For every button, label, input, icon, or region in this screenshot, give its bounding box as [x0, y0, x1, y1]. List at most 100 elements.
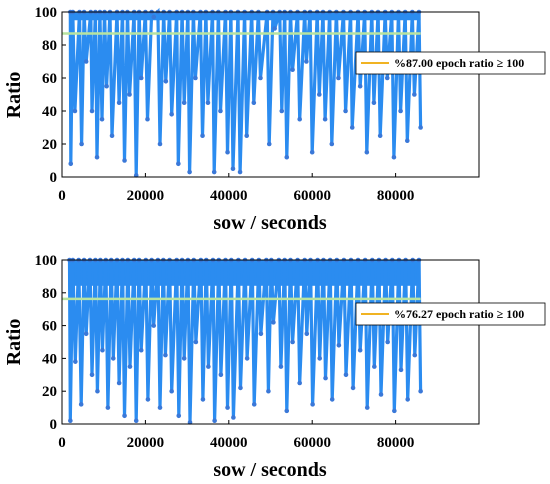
bottom-data-point	[336, 342, 342, 348]
bottom-data-point	[329, 397, 335, 402]
bottom-y-axis-label: Ratio	[3, 319, 25, 366]
bottom-data-point	[398, 367, 404, 373]
bottom-legend-label: %76.27 epoch ratio ≥ 100	[394, 307, 524, 321]
top-y-ticks: 0 20 40 60 80 100	[35, 5, 66, 186]
top-data-point	[169, 112, 174, 117]
top-data-point	[322, 116, 328, 122]
bottom-data-point	[323, 375, 328, 381]
top-x-tick-label: 80000	[377, 188, 415, 204]
top-x-tick-label: 60000	[293, 188, 331, 204]
bottom-data-point	[258, 331, 264, 337]
top-data-point	[94, 154, 100, 160]
top-data-point	[391, 154, 397, 160]
top-data-point	[225, 149, 230, 155]
top-data-point	[357, 83, 363, 89]
top-data-point	[371, 100, 377, 106]
bottom-legend-box	[355, 302, 546, 326]
bottom-data-point	[145, 397, 151, 402]
bottom-data-point	[218, 372, 224, 378]
top-data-point	[104, 83, 109, 89]
bottom-data-point	[284, 408, 290, 414]
bottom-data-point	[412, 352, 418, 358]
bottom-data-point	[392, 408, 397, 414]
bottom-data-point	[238, 385, 243, 391]
bottom-x-ticks: 0 20000 40000 60000 80000	[58, 420, 414, 451]
bottom-data-point	[310, 402, 315, 407]
bottom-data-point	[116, 380, 122, 386]
bottom-data-point	[212, 418, 217, 424]
bottom-x-tick-label: 80000	[377, 435, 415, 451]
top-data-point	[251, 100, 257, 106]
bottom-x-tick-label: 20000	[127, 435, 165, 451]
top-data-point	[163, 79, 169, 84]
bottom-data-point	[364, 405, 370, 410]
bottom-data-point	[181, 356, 187, 361]
top-data-point	[151, 14, 157, 20]
top-data-point	[79, 141, 84, 147]
bottom-data-point	[372, 364, 377, 369]
top-data-point	[138, 75, 144, 81]
bottom-legend: %76.27 epoch ratio ≥ 100	[355, 302, 546, 326]
top-data-point	[237, 169, 243, 175]
top-data-point	[211, 169, 217, 175]
top-data-point	[187, 169, 192, 175]
top-data-point	[72, 108, 78, 114]
bottom-y-tick-label: 100	[35, 253, 58, 269]
bottom-x-tick-label: 0	[58, 435, 66, 451]
top-x-tick-label: 40000	[210, 188, 248, 204]
bottom-data-point	[206, 364, 211, 369]
top-x-axis-label: sow / seconds	[213, 212, 327, 234]
top-data-point	[343, 108, 348, 114]
bottom-y-tick-label: 20	[42, 384, 57, 400]
top-data-point	[279, 108, 285, 114]
top-data-point	[99, 116, 105, 122]
top-data-point	[384, 75, 390, 81]
top-x-ticks: 0 20000 40000 60000 80000	[58, 173, 414, 204]
bottom-data-point	[89, 372, 95, 378]
top-data-point	[193, 75, 198, 81]
top-data-point	[377, 133, 383, 139]
top-data-point	[316, 92, 322, 97]
top-series-line	[68, 7, 423, 176]
top-data-point	[418, 125, 423, 130]
bottom-data-point	[100, 347, 105, 353]
top-x-tick-label: 0	[58, 188, 66, 204]
bottom-data-marks	[67, 257, 423, 425]
bottom-data-point	[105, 405, 111, 410]
top-data-point	[109, 133, 115, 139]
bottom-y-tick-label: 80	[42, 286, 57, 302]
bottom-chart: 0 20000 40000 60000 80000 0 20 40 60 80 100 sow /…	[3, 253, 546, 481]
bottom-data-point	[378, 392, 384, 397]
top-y-tick-label: 0	[50, 170, 58, 186]
top-data-point	[122, 158, 127, 163]
top-data-point	[336, 75, 341, 81]
bottom-data-point	[317, 356, 323, 361]
top-data-point	[349, 125, 355, 130]
bottom-data-point	[343, 372, 349, 378]
top-legend-label: %87.00 epoch ratio ≥ 100	[394, 56, 524, 70]
bottom-data-point	[110, 356, 116, 361]
bottom-data-point	[151, 323, 157, 328]
bottom-data-point	[290, 339, 295, 345]
bottom-axes-frame	[61, 259, 480, 425]
bottom-data-point	[350, 385, 356, 391]
bottom-data-point	[418, 388, 423, 394]
bottom-data-point	[385, 339, 390, 345]
bottom-data-point	[357, 347, 363, 353]
bottom-data-point	[304, 331, 310, 337]
top-data-point	[176, 161, 181, 167]
bottom-data-point	[83, 331, 89, 337]
bottom-data-point	[127, 364, 133, 369]
top-data-point	[364, 149, 370, 155]
bottom-y-tick-label: 40	[42, 351, 57, 367]
top-data-point	[145, 116, 150, 122]
bottom-data-point	[193, 339, 199, 345]
top-chart: 0 20000 40000 60000 80000 0 20 40 60 80 100 sow /…	[3, 5, 546, 234]
top-data-point	[200, 133, 205, 139]
bottom-data-point	[163, 352, 168, 358]
top-data-point	[116, 100, 122, 106]
top-data-point	[258, 75, 263, 81]
bottom-data-point	[278, 364, 284, 369]
bottom-data-point	[297, 380, 302, 386]
bottom-data-point	[266, 388, 271, 394]
